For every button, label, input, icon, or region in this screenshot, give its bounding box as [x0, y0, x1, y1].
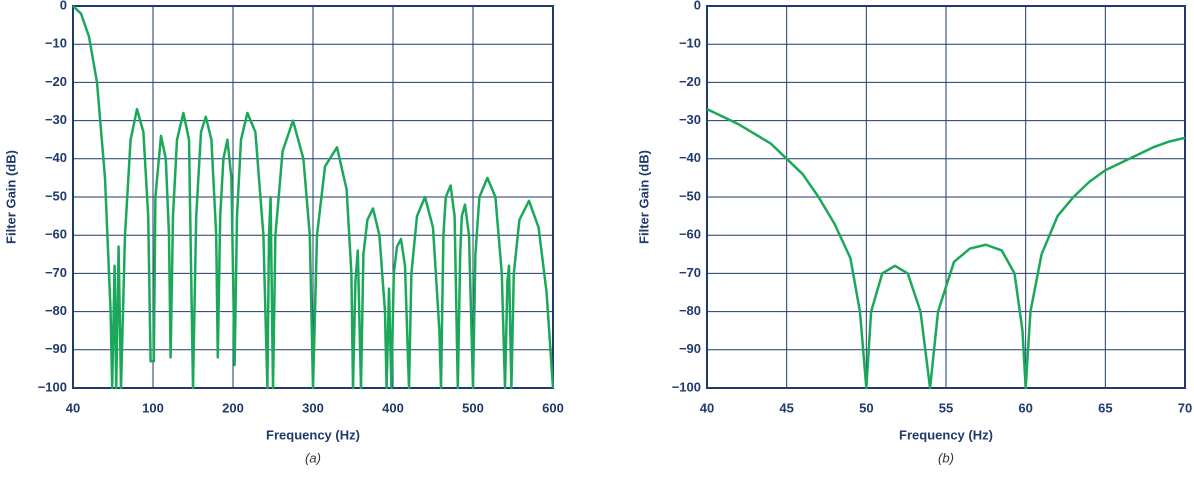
x-tick-label: 60	[1018, 400, 1032, 415]
y-tick-label: −20	[679, 74, 701, 89]
y-axis-label: Filter Gain (dB)	[3, 150, 18, 244]
y-tick-label: −40	[45, 150, 67, 165]
y-tick-label: −60	[45, 227, 67, 242]
y-tick-label: −10	[679, 36, 701, 51]
x-tick-label: 200	[222, 400, 244, 415]
y-tick-label: −40	[679, 150, 701, 165]
y-tick-label: −50	[45, 188, 67, 203]
caption: (a)	[305, 450, 321, 465]
x-axis-label: Frequency (Hz)	[899, 427, 993, 442]
y-tick-label: −100	[38, 379, 67, 394]
x-tick-label: 100	[142, 400, 164, 415]
y-tick-label: −90	[45, 341, 67, 356]
y-tick-label: 0	[694, 0, 701, 12]
y-tick-label: −20	[45, 74, 67, 89]
y-tick-label: −10	[45, 36, 67, 51]
x-tick-label: 40	[700, 400, 714, 415]
x-tick-label: 400	[382, 400, 404, 415]
x-tick-label: 55	[939, 400, 953, 415]
x-tick-label: 40	[66, 400, 80, 415]
y-tick-label: −100	[672, 379, 701, 394]
data-line	[706, 108, 1186, 390]
y-tick-label: −70	[45, 265, 67, 280]
x-tick-label: 50	[859, 400, 873, 415]
y-tick-label: −30	[45, 112, 67, 127]
y-tick-label: −80	[679, 303, 701, 318]
x-tick-label: 500	[462, 400, 484, 415]
y-tick-label: 0	[60, 0, 67, 12]
x-tick-label: 70	[1178, 400, 1192, 415]
y-tick-label: −90	[679, 341, 701, 356]
y-tick-label: −80	[45, 303, 67, 318]
plot-frame	[706, 5, 1186, 389]
data-line	[72, 5, 555, 390]
x-tick-label: 600	[542, 400, 564, 415]
y-tick-label: −70	[679, 265, 701, 280]
x-tick-label: 65	[1098, 400, 1112, 415]
y-tick-label: −30	[679, 112, 701, 127]
y-tick-label: −50	[679, 188, 701, 203]
y-axis-label: Filter Gain (dB)	[636, 150, 651, 244]
x-axis-label: Frequency (Hz)	[266, 427, 360, 442]
x-tick-label: 45	[779, 400, 793, 415]
caption: (b)	[938, 450, 954, 465]
y-tick-label: −60	[679, 227, 701, 242]
x-tick-label: 300	[302, 400, 324, 415]
